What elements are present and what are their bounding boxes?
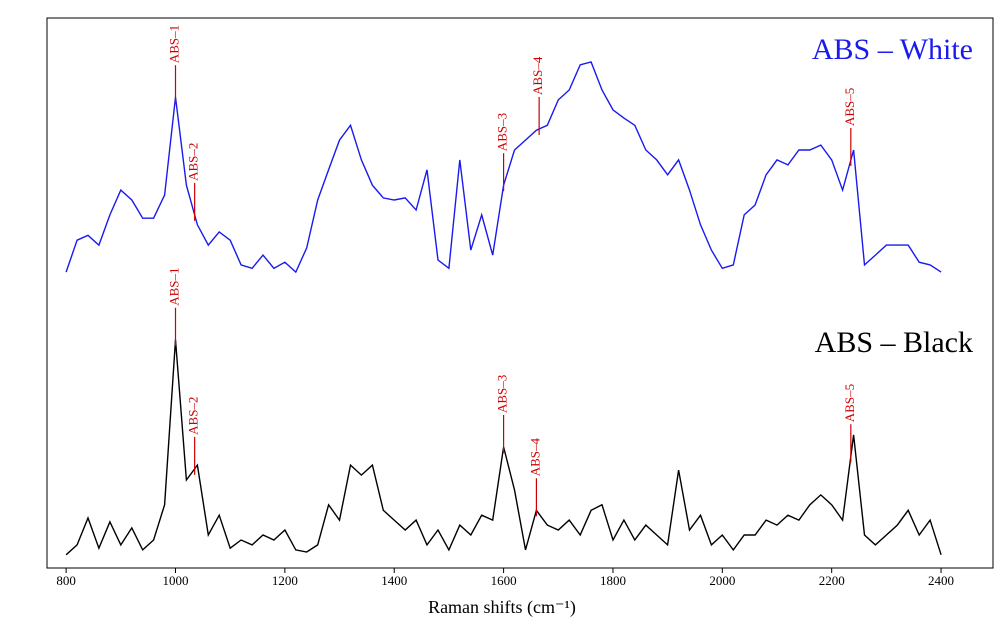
peak-label: ABS–3 [495,113,510,151]
peak-label: ABS–4 [530,56,545,95]
plot-frame [46,17,994,569]
peak-label: ABS–5 [842,88,857,126]
x-tick-label: 1200 [272,573,298,588]
x-tick-label: 800 [56,573,76,588]
x-tick-label: 1600 [491,573,517,588]
peak-label: ABS–2 [186,397,201,435]
x-tick-label: 1400 [381,573,407,588]
peak-label: ABS–1 [166,267,181,305]
x-tick-label: 1800 [600,573,626,588]
x-tick-label: 1000 [163,573,189,588]
x-tick-label: 2200 [819,573,845,588]
series-label: ABS – Black [815,326,973,359]
peak-label: ABS–1 [166,25,181,63]
x-tick-label: 2000 [709,573,735,588]
x-tick-label: 2400 [928,573,954,588]
x-axis-label: Raman shifts (cm⁻¹) [428,597,576,618]
peak-label: ABS–3 [495,375,510,413]
series-label: ABS – White [812,33,973,66]
peak-label: ABS–2 [186,143,201,181]
peak-label: ABS–4 [527,437,542,476]
peak-label: ABS–5 [842,384,857,422]
